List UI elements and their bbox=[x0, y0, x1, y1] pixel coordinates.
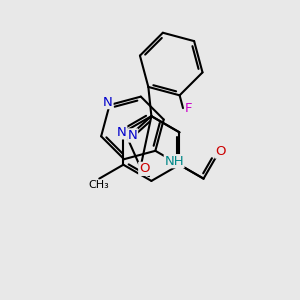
Text: O: O bbox=[215, 145, 226, 158]
Text: O: O bbox=[139, 162, 149, 176]
Text: CH₃: CH₃ bbox=[89, 180, 110, 190]
Text: N: N bbox=[128, 129, 137, 142]
Text: N: N bbox=[117, 126, 127, 139]
Text: F: F bbox=[184, 102, 192, 115]
Text: NH: NH bbox=[164, 155, 184, 168]
Text: N: N bbox=[103, 96, 113, 109]
